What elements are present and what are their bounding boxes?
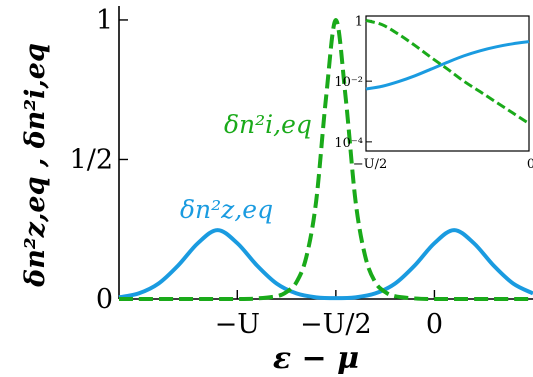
main-y-tick-label: 0: [96, 284, 113, 315]
main-x-tick-label: −U: [215, 309, 260, 340]
main-series-line-i: [119, 17, 533, 302]
series-label-i: δn²i,eq: [224, 110, 312, 139]
main-y-tick-label: 1: [96, 5, 113, 36]
inset-plot: 1 10⁻² 10⁻⁴ −U/2 0: [334, 14, 533, 172]
main-series-line-z: [118, 228, 533, 301]
inset-x-tick-label: 0: [527, 157, 533, 172]
main-x-tick-label: 0: [426, 309, 443, 340]
main-x-axis-label: ε − μ: [273, 341, 359, 376]
series-label-z: δn²z,eq: [180, 195, 273, 224]
inset-y-tick-label: 10⁻⁴: [334, 136, 363, 151]
main-y-tick-label: 1/2: [70, 144, 113, 175]
main-x-tick-label: −U/2: [300, 309, 372, 340]
main-y-axis-label: δn²z,eq , δn²i,eq: [20, 43, 51, 288]
inset-y-tick-label: 1: [355, 14, 363, 29]
inset-series-line-z: [365, 40, 530, 91]
inset-y-tick-label: 10⁻²: [334, 75, 363, 90]
inset-x-tick-label: −U/2: [353, 157, 388, 172]
inset-series-line-i: [365, 18, 530, 125]
main-plot: 0 1/2 1 −U −U/2 0: [70, 5, 533, 340]
